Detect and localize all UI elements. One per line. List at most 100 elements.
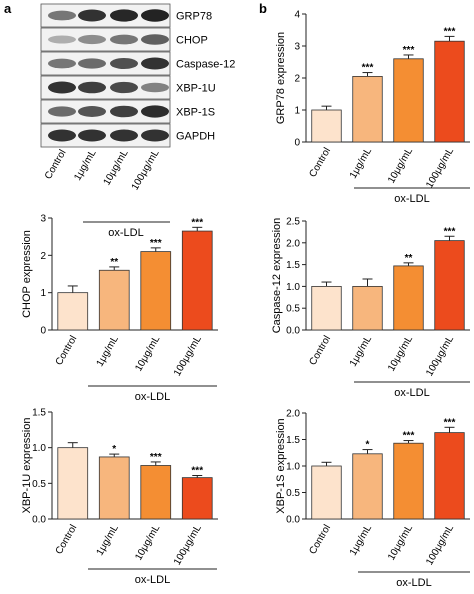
significance-label: *** xyxy=(403,45,415,56)
bar-100-g-ml xyxy=(434,240,465,331)
y-tick-label: 3 xyxy=(40,214,46,225)
bar-10-g-ml xyxy=(393,442,424,520)
y-tick-label: 2 xyxy=(40,251,46,262)
y-tick-label: 0.0 xyxy=(286,326,300,337)
bar-10-g-ml xyxy=(140,465,172,520)
panel-label-b: b xyxy=(259,1,267,16)
bar-control xyxy=(57,447,89,520)
blot-label-xbp-1s: XBP-1S xyxy=(176,107,215,119)
y-tick-label: 1.0 xyxy=(32,443,46,454)
chart-grp78: 0 1 2 3 4 GRP78 expression Control *** 1μg/mL ***… xyxy=(275,10,470,205)
significance-label: ** xyxy=(405,253,413,264)
blot-label-gapdh: GAPDH xyxy=(176,131,215,143)
bar-1-g-ml xyxy=(98,269,130,331)
y-axis-label: Caspase-12 expression xyxy=(271,218,283,334)
blot-lane-label-1-g-ml: 1μg/mL xyxy=(72,148,99,183)
significance-label: *** xyxy=(403,431,415,442)
bar-control xyxy=(311,109,342,143)
blot-band xyxy=(78,34,106,45)
category-label-1-g-ml: 1μg/mL xyxy=(95,334,122,369)
bar-control xyxy=(311,465,342,520)
bar-10-g-ml xyxy=(393,58,424,143)
blot-rows xyxy=(40,3,171,148)
bar-10-g-ml xyxy=(393,265,424,331)
y-tick-label: 0.5 xyxy=(286,488,300,499)
y-tick-label: 0 xyxy=(294,138,300,149)
y-tick-label: 2.5 xyxy=(286,217,300,228)
blot-label-caspase-12: Caspase-12 xyxy=(176,59,235,71)
western-blot: GRP78 CHOP Caspase-12 XBP-1U XBP-1S GAPDH Con… xyxy=(40,3,235,239)
blot-band xyxy=(110,105,138,118)
significance-label: *** xyxy=(444,226,456,237)
blot-band xyxy=(141,9,169,22)
y-tick-label: 1.0 xyxy=(286,462,300,473)
significance-label: *** xyxy=(191,217,203,228)
blot-group-label: ox-LDL xyxy=(108,227,143,239)
blot-band xyxy=(48,106,76,117)
blot-band xyxy=(141,57,169,70)
category-label-control: Control xyxy=(307,523,333,556)
blot-label-chop: CHOP xyxy=(176,35,208,47)
blot-band xyxy=(78,106,106,117)
significance-label: *** xyxy=(444,26,456,37)
category-label-100-g-ml: 100μg/mL xyxy=(172,334,204,379)
bar-10-g-ml xyxy=(140,251,172,331)
blot-row-labels: GRP78 CHOP Caspase-12 XBP-1U XBP-1S GAPDH xyxy=(176,11,235,143)
category-label-100-g-ml: 100μg/mL xyxy=(172,523,204,568)
blot-band xyxy=(141,105,169,118)
category-label-control: Control xyxy=(307,146,333,179)
category-label-100-g-ml: 100μg/mL xyxy=(424,523,456,568)
y-tick-label: 2.0 xyxy=(286,238,300,249)
blot-label-grp78: GRP78 xyxy=(176,11,212,23)
category-label-1-g-ml: 1μg/mL xyxy=(95,523,122,558)
category-label-10-g-ml: 10μg/mL xyxy=(386,146,415,186)
blot-band xyxy=(141,129,169,142)
blot-lane-label-10-g-ml: 10μg/mL xyxy=(102,148,131,188)
y-axis-label: XBP-1S expression xyxy=(275,418,287,513)
bar-100-g-ml xyxy=(434,40,465,143)
group-label: ox-LDL xyxy=(135,391,170,403)
y-tick-label: 0.0 xyxy=(286,515,300,526)
y-tick-label: 0.5 xyxy=(286,304,300,315)
y-axis-label: GRP78 expression xyxy=(275,32,287,124)
category-label-10-g-ml: 10μg/mL xyxy=(386,523,415,563)
blot-band xyxy=(110,34,138,45)
blot-band xyxy=(110,129,138,142)
blot-band xyxy=(141,82,169,93)
chart-chop: 0 1 2 3 CHOP expression Control ** 1μg/mL *** 10μ… xyxy=(21,214,218,403)
category-label-100-g-ml: 100μg/mL xyxy=(424,334,456,379)
y-tick-label: 0 xyxy=(40,326,46,337)
bar-100-g-ml xyxy=(434,432,465,520)
y-axis-label: XBP-1U expression xyxy=(21,418,33,514)
panel-label-a: a xyxy=(4,1,12,16)
blot-lane-label-100-g-ml: 100μg/mL xyxy=(130,148,162,193)
y-tick-label: 1 xyxy=(40,288,46,299)
category-label-1-g-ml: 1μg/mL xyxy=(348,334,375,369)
group-label: ox-LDL xyxy=(394,193,429,205)
significance-label: ** xyxy=(110,257,118,268)
blot-band xyxy=(48,58,76,69)
bar-control xyxy=(311,285,342,331)
category-label-control: Control xyxy=(307,334,333,367)
y-tick-label: 1.5 xyxy=(286,435,300,446)
y-tick-label: 1.5 xyxy=(286,260,300,271)
y-tick-label: 0.5 xyxy=(32,479,46,490)
blot-band xyxy=(48,10,76,21)
bar-1-g-ml xyxy=(352,453,383,520)
category-label-10-g-ml: 10μg/mL xyxy=(133,523,162,563)
significance-label: * xyxy=(366,440,370,451)
y-tick-label: 1 xyxy=(294,106,300,117)
blot-strip-chop xyxy=(40,27,171,52)
bar-1-g-ml xyxy=(352,76,383,143)
blot-band xyxy=(110,9,138,22)
y-tick-label: 1.5 xyxy=(32,408,46,419)
group-label: ox-LDL xyxy=(396,577,431,589)
blot-band xyxy=(78,9,106,22)
y-tick-label: 1.0 xyxy=(286,282,300,293)
blot-band xyxy=(110,57,138,70)
bar-100-g-ml xyxy=(181,477,213,520)
category-label-10-g-ml: 10μg/mL xyxy=(133,334,162,374)
